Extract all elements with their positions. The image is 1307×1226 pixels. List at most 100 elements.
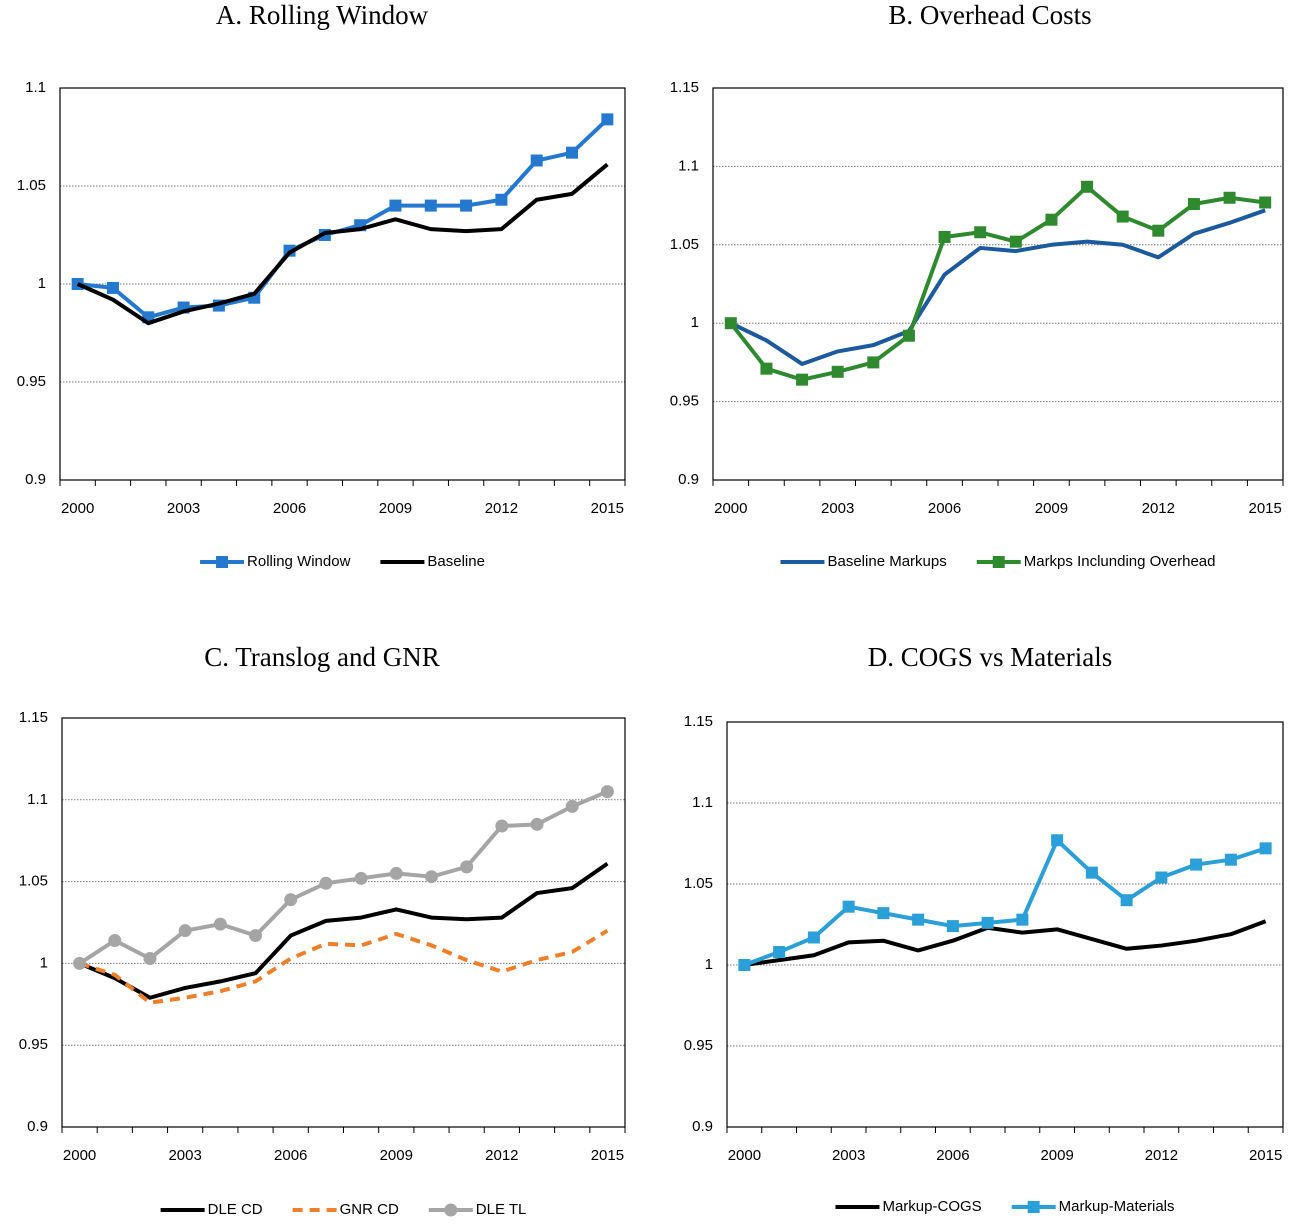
x-tick-label: 2003 <box>168 1147 201 1164</box>
legend: Markup-COGS Markup-Materials <box>835 1198 1175 1215</box>
y-tick-label: 1.05 <box>684 875 713 892</box>
marker <box>1051 834 1064 847</box>
chart: D. COGS vs Materials 0.9 0.95 1 1.05 1.1 1.15 2… <box>684 642 1284 1215</box>
marker <box>938 230 951 243</box>
x-tick-label: 2012 <box>1142 500 1175 517</box>
y-tick-label: 1.1 <box>27 791 48 808</box>
marker <box>912 913 925 926</box>
marker <box>842 900 855 913</box>
y-tick-label: 1.05 <box>17 177 46 194</box>
chart-title: C. Translog and GNR <box>204 642 440 672</box>
legend-marker <box>992 556 1005 568</box>
legend-marker <box>216 556 229 568</box>
chart-title: B. Overhead Costs <box>888 0 1091 30</box>
x-tick-label: 2015 <box>1249 500 1282 517</box>
chart: B. Overhead Costs 0.9 0.95 1 1.05 1.1 1.15 2000… <box>670 0 1284 570</box>
marker <box>1259 196 1272 209</box>
x-tick-label: 2015 <box>591 1147 624 1164</box>
legend-label: Markup-Materials <box>1059 1198 1175 1215</box>
y-tick-label: 0.95 <box>19 1036 48 1053</box>
y-tick-label: 0.9 <box>692 1118 713 1135</box>
marker <box>284 893 298 907</box>
legend: Baseline Markups Markps Inclunding Overhe… <box>780 553 1216 570</box>
marker <box>495 819 509 833</box>
plot-frame <box>726 721 1284 1128</box>
legend: Rolling Window Baseline <box>200 553 485 570</box>
x-tick-label: 2012 <box>485 1147 518 1164</box>
x-tick-label: 2003 <box>167 500 200 517</box>
legend-label: DLE CD <box>208 1201 263 1218</box>
legend-marker <box>444 1203 458 1217</box>
x-tick-label: 2012 <box>485 500 518 517</box>
marker <box>249 929 263 943</box>
y-tick-label: 0.9 <box>678 471 699 488</box>
marker <box>1152 224 1165 237</box>
x-tick-label: 2000 <box>714 500 747 517</box>
marker <box>424 870 438 884</box>
series-line <box>744 919 1267 967</box>
x-tick-label: 2009 <box>380 1147 413 1164</box>
marker <box>796 373 809 386</box>
x-tick-label: 2000 <box>63 1147 96 1164</box>
y-tick-label: 1.15 <box>670 79 699 96</box>
legend: DLE CD GNR CD DLE TL <box>160 1201 526 1218</box>
marker <box>1116 210 1129 223</box>
x-tick-label: 2000 <box>61 500 94 517</box>
marker <box>460 860 474 874</box>
marker <box>902 329 915 342</box>
y-tick-label: 1.1 <box>678 157 699 174</box>
y-tick-label: 0.9 <box>27 1118 48 1135</box>
y-tick-label: 1.1 <box>25 79 46 96</box>
x-tick-label: 2003 <box>821 500 854 517</box>
marker <box>724 317 737 330</box>
y-tick-label: 1.1 <box>692 794 713 811</box>
marker <box>178 924 192 938</box>
marker <box>1155 871 1168 884</box>
marker <box>981 916 994 929</box>
marker <box>807 931 820 944</box>
series-line <box>729 208 1266 366</box>
marker <box>946 920 959 933</box>
legend-marker <box>1027 1201 1040 1213</box>
marker <box>424 199 437 212</box>
x-tick-label: 2000 <box>728 1147 761 1164</box>
marker <box>600 785 614 799</box>
legend-label: Markup-COGS <box>882 1198 981 1215</box>
marker <box>495 193 508 206</box>
chart-title: A. Rolling Window <box>216 0 429 30</box>
x-tick-label: 2009 <box>1040 1147 1073 1164</box>
marker <box>460 199 473 212</box>
chart: A. Rolling Window 0.9 0.95 1 1.05 1.1 2000 2003… <box>17 0 626 570</box>
marker <box>566 146 579 159</box>
series-line <box>78 928 609 1005</box>
x-tick-label: 2012 <box>1145 1147 1178 1164</box>
y-tick-label: 1.15 <box>19 709 48 726</box>
legend-label: Baseline Markups <box>827 553 946 570</box>
x-tick-label: 2015 <box>1249 1147 1282 1164</box>
y-tick-label: 0.95 <box>17 373 46 390</box>
marker <box>1081 180 1094 193</box>
legend-label: GNR CD <box>340 1201 399 1218</box>
marker <box>213 917 227 931</box>
marker <box>1187 198 1200 211</box>
y-tick-label: 1.15 <box>684 713 713 730</box>
series-line <box>743 838 1267 967</box>
x-tick-label: 2006 <box>928 500 961 517</box>
marker <box>1085 866 1098 879</box>
y-tick-label: 1.05 <box>670 236 699 253</box>
marker <box>738 959 751 971</box>
y-tick-label: 0.95 <box>684 1037 713 1054</box>
plot-frame <box>61 717 626 1128</box>
marker <box>601 113 614 126</box>
marker <box>530 817 544 831</box>
marker <box>1045 213 1058 226</box>
legend-label: Markps Inclunding Overhead <box>1024 553 1216 570</box>
marker <box>354 871 368 885</box>
marker <box>108 933 122 947</box>
x-tick-label: 2009 <box>1035 500 1068 517</box>
marker <box>389 866 403 880</box>
plot-frame <box>712 87 1284 481</box>
y-tick-label: 1 <box>691 314 699 331</box>
marker <box>974 226 987 239</box>
series-line <box>76 162 609 326</box>
